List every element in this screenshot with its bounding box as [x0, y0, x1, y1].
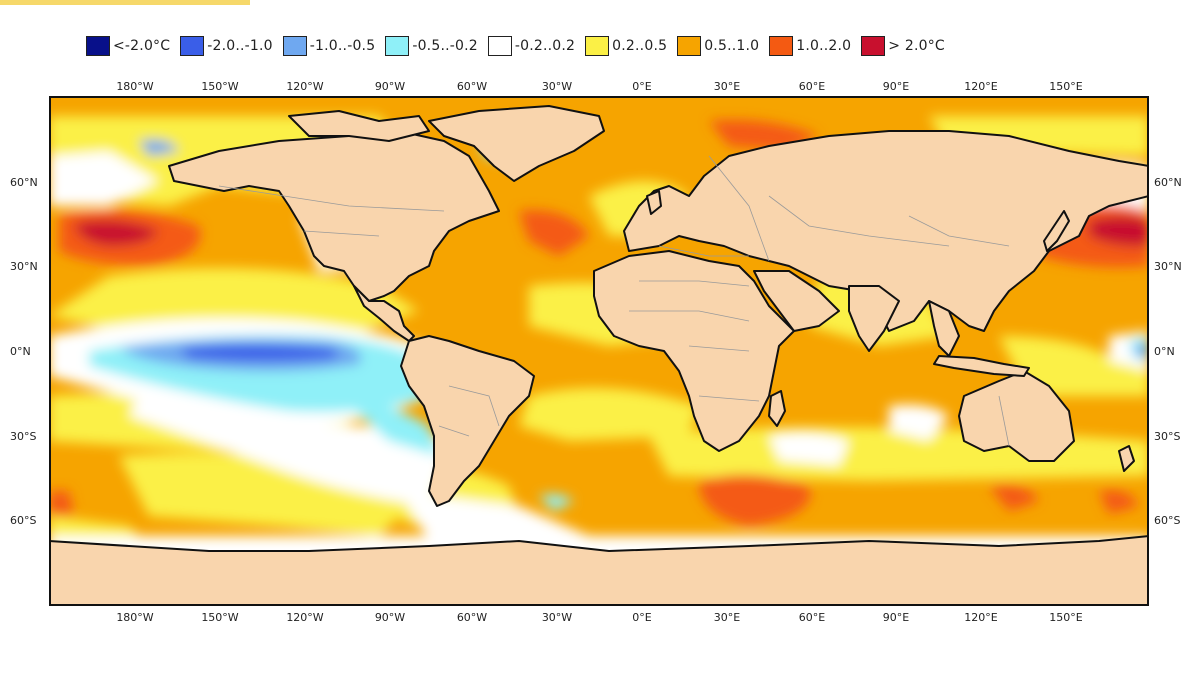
latitude-label: 60°N [1154, 176, 1182, 189]
country-borders [218, 155, 1010, 447]
legend-item: -1.0..-0.5 [282, 36, 376, 56]
africa [593, 250, 795, 452]
longitude-label: 90°E [882, 80, 910, 93]
eurasia [623, 130, 1149, 332]
legend-label: -1.0..-0.5 [309, 38, 376, 54]
longitude-label: 120°W [286, 611, 324, 624]
greenland [428, 105, 605, 182]
arabian-peninsula [753, 270, 840, 332]
longitude-label: 60°E [798, 80, 826, 93]
british-isles [646, 190, 662, 215]
longitude-label: 0°E [632, 611, 652, 624]
latitude-label: 30°N [10, 260, 38, 273]
legend-item: 0.2..0.5 [585, 36, 667, 56]
arctic-islands [288, 110, 430, 142]
longitude-label: 120°E [964, 611, 998, 624]
longitude-label: 60°W [456, 611, 488, 624]
longitude-label: 180°W [116, 611, 154, 624]
legend-swatch [180, 36, 205, 56]
longitude-label: 150°W [201, 80, 239, 93]
longitude-label: 150°W [201, 611, 239, 624]
map-border [49, 96, 1149, 606]
longitude-label: 120°W [286, 80, 324, 93]
legend-label: 1.0..2.0 [796, 38, 852, 54]
legend-swatch [487, 36, 512, 56]
legend-swatch [282, 36, 307, 56]
latitude-label: 30°S [1154, 430, 1181, 443]
legend-item: -2.0..-1.0 [180, 36, 273, 56]
longitude-label: 150°E [1049, 611, 1083, 624]
legend-label: -0.5..-0.2 [412, 38, 478, 54]
longitude-label: 30°W [541, 80, 573, 93]
india [848, 285, 900, 352]
legend-label: 0.2..0.5 [612, 38, 668, 54]
longitude-label: 60°W [456, 80, 488, 93]
latitude-label: 60°N [10, 176, 38, 189]
latitude-label: 0°N [10, 345, 31, 358]
central-america [353, 285, 415, 342]
legend-item: 0.5..1.0 [677, 36, 759, 56]
legend-label: -2.0..-1.0 [207, 38, 273, 54]
longitude-label: 180°W [116, 80, 154, 93]
longitude-label: 30°E [713, 80, 741, 93]
legend-swatch [585, 36, 610, 56]
color-legend: <-2.0°C -2.0..-1.0 -1.0..-0.5 -0.5..-0.2 -0.… [86, 34, 945, 58]
north-america [168, 130, 500, 302]
new-zealand [1118, 445, 1135, 472]
longitude-label: 60°E [798, 611, 826, 624]
latitude-label: 60°S [1154, 514, 1181, 527]
legend-item: <-2.0°C [86, 36, 170, 56]
longitude-label: 30°E [713, 611, 741, 624]
latitude-label: 30°N [1154, 260, 1182, 273]
longitude-label: 90°W [374, 80, 406, 93]
legend-item: -0.5..-0.2 [385, 36, 478, 56]
legend-item: > 2.0°C [861, 36, 945, 56]
antarctica [49, 535, 1149, 606]
legend-item: 1.0..2.0 [769, 36, 851, 56]
indonesia [933, 355, 1030, 377]
longitude-label: 90°W [374, 611, 406, 624]
title-remnant-bar [0, 0, 250, 5]
japan [1043, 210, 1070, 252]
legend-swatch [861, 36, 886, 56]
longitude-label: 150°E [1049, 80, 1083, 93]
latitude-label: 0°N [1154, 345, 1175, 358]
latitude-label: 60°S [10, 514, 37, 527]
longitude-label: 90°E [882, 611, 910, 624]
legend-label: 0.5..1.0 [704, 38, 760, 54]
legend-swatch [86, 36, 110, 56]
legend-label: > 2.0°C [888, 38, 945, 54]
legend-swatch [677, 36, 702, 56]
legend-label: -0.2..0.2 [514, 38, 576, 54]
legend-item: -0.2..0.2 [487, 36, 576, 56]
legend-swatch [769, 36, 794, 56]
south-america [400, 335, 535, 507]
legend-label: <-2.0°C [113, 38, 171, 54]
latitude-label: 30°S [10, 430, 37, 443]
longitude-label: 0°E [632, 80, 652, 93]
sst-anomaly-map [49, 96, 1149, 606]
longitude-label: 120°E [964, 80, 998, 93]
legend-swatch [385, 36, 410, 56]
madagascar [768, 390, 786, 427]
longitude-label: 30°W [541, 611, 573, 624]
land-masses [49, 105, 1149, 606]
